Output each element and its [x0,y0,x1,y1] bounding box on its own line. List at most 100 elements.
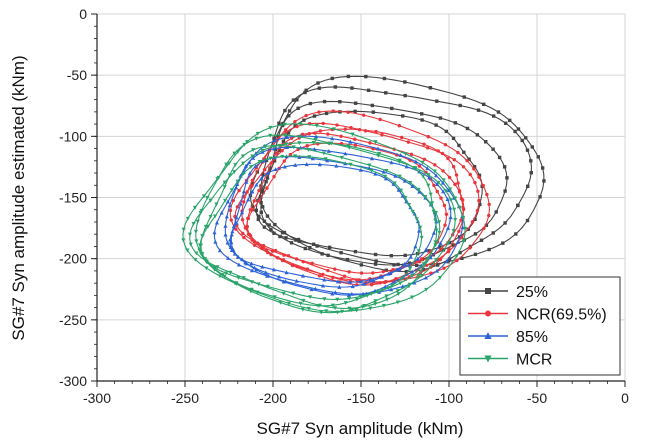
data-point [526,184,530,188]
data-point [255,131,260,136]
data-point [241,161,246,166]
data-point [434,258,439,263]
data-point [304,113,308,118]
data-point [435,182,440,186]
data-point [410,209,415,214]
data-point [441,178,446,183]
data-point [542,179,546,183]
data-point [502,165,507,169]
data-point [447,257,452,261]
series-line [199,155,423,300]
data-point [479,238,484,242]
data-point [222,274,227,279]
data-point [358,294,363,299]
data-point [333,290,338,295]
data-point [391,267,395,272]
data-point [282,133,288,138]
data-point [259,210,263,214]
series-line [241,122,480,286]
data-point [194,239,199,244]
data-point [259,176,264,181]
data-point [234,220,239,225]
data-point [257,214,261,218]
data-point [214,202,219,207]
data-point [434,173,439,178]
data-point [213,214,218,219]
data-point [241,189,246,194]
data-point [217,248,222,253]
data-point [321,151,326,156]
data-point [393,173,398,178]
data-point [374,259,378,263]
data-point [250,154,255,159]
data-point [280,154,285,159]
data-point [250,238,254,242]
data-point [436,149,440,153]
data-point [317,162,322,167]
data-point [404,269,409,274]
data-point [423,247,428,252]
data-point [235,150,240,155]
data-point [347,270,351,274]
data-point [249,268,255,273]
data-point [431,230,436,235]
data-point [384,279,388,284]
data-point [303,90,307,95]
data-point [482,226,486,231]
data-point [252,199,256,203]
data-point [334,163,339,168]
data-point [383,176,389,181]
data-point [434,228,439,233]
data-point [291,145,296,150]
data-point [251,208,255,212]
data-point [263,144,268,149]
data-point [435,263,440,267]
data-point [487,247,491,252]
legend: 25% NCR(69.5%) 85% MCR [459,276,621,376]
data-point [437,245,442,249]
data-point [311,242,316,246]
data-point [392,263,396,267]
data-point [280,149,284,153]
data-point [386,271,391,276]
data-point [333,267,337,271]
data-point [321,121,325,126]
data-point [215,177,220,181]
data-point [368,141,372,145]
data-point [302,118,306,122]
data-point [222,180,227,185]
data-point [230,229,235,234]
data-point [514,232,518,236]
data-point [389,287,394,292]
x-tick-label: -200 [259,390,287,406]
data-point [438,241,443,246]
data-point [353,143,358,147]
data-point [350,132,355,137]
data-point [379,288,384,293]
data-point [413,244,418,249]
data-point [406,284,411,289]
data-point [259,200,263,205]
data-point [461,215,466,220]
data-point [247,160,252,165]
data-point [485,192,489,197]
data-point [260,264,265,269]
data-point [353,249,358,254]
data-point [416,187,421,192]
data-point [246,216,251,221]
data-point [265,250,270,255]
data-point [503,221,507,225]
series-line [246,132,465,281]
data-point [508,118,512,123]
data-point [338,100,342,104]
data-point [188,242,193,247]
data-point [217,274,223,279]
x-tick-label: -250 [171,390,199,406]
data-point [233,163,238,168]
axes: -300 -250 -200 -150 -100 -50 0 0 -50 -100 -150 -200… [59,6,629,406]
data-point [346,292,351,297]
data-point [250,182,255,186]
data-point [433,163,437,167]
data-point [395,300,400,305]
data-point [274,151,279,155]
